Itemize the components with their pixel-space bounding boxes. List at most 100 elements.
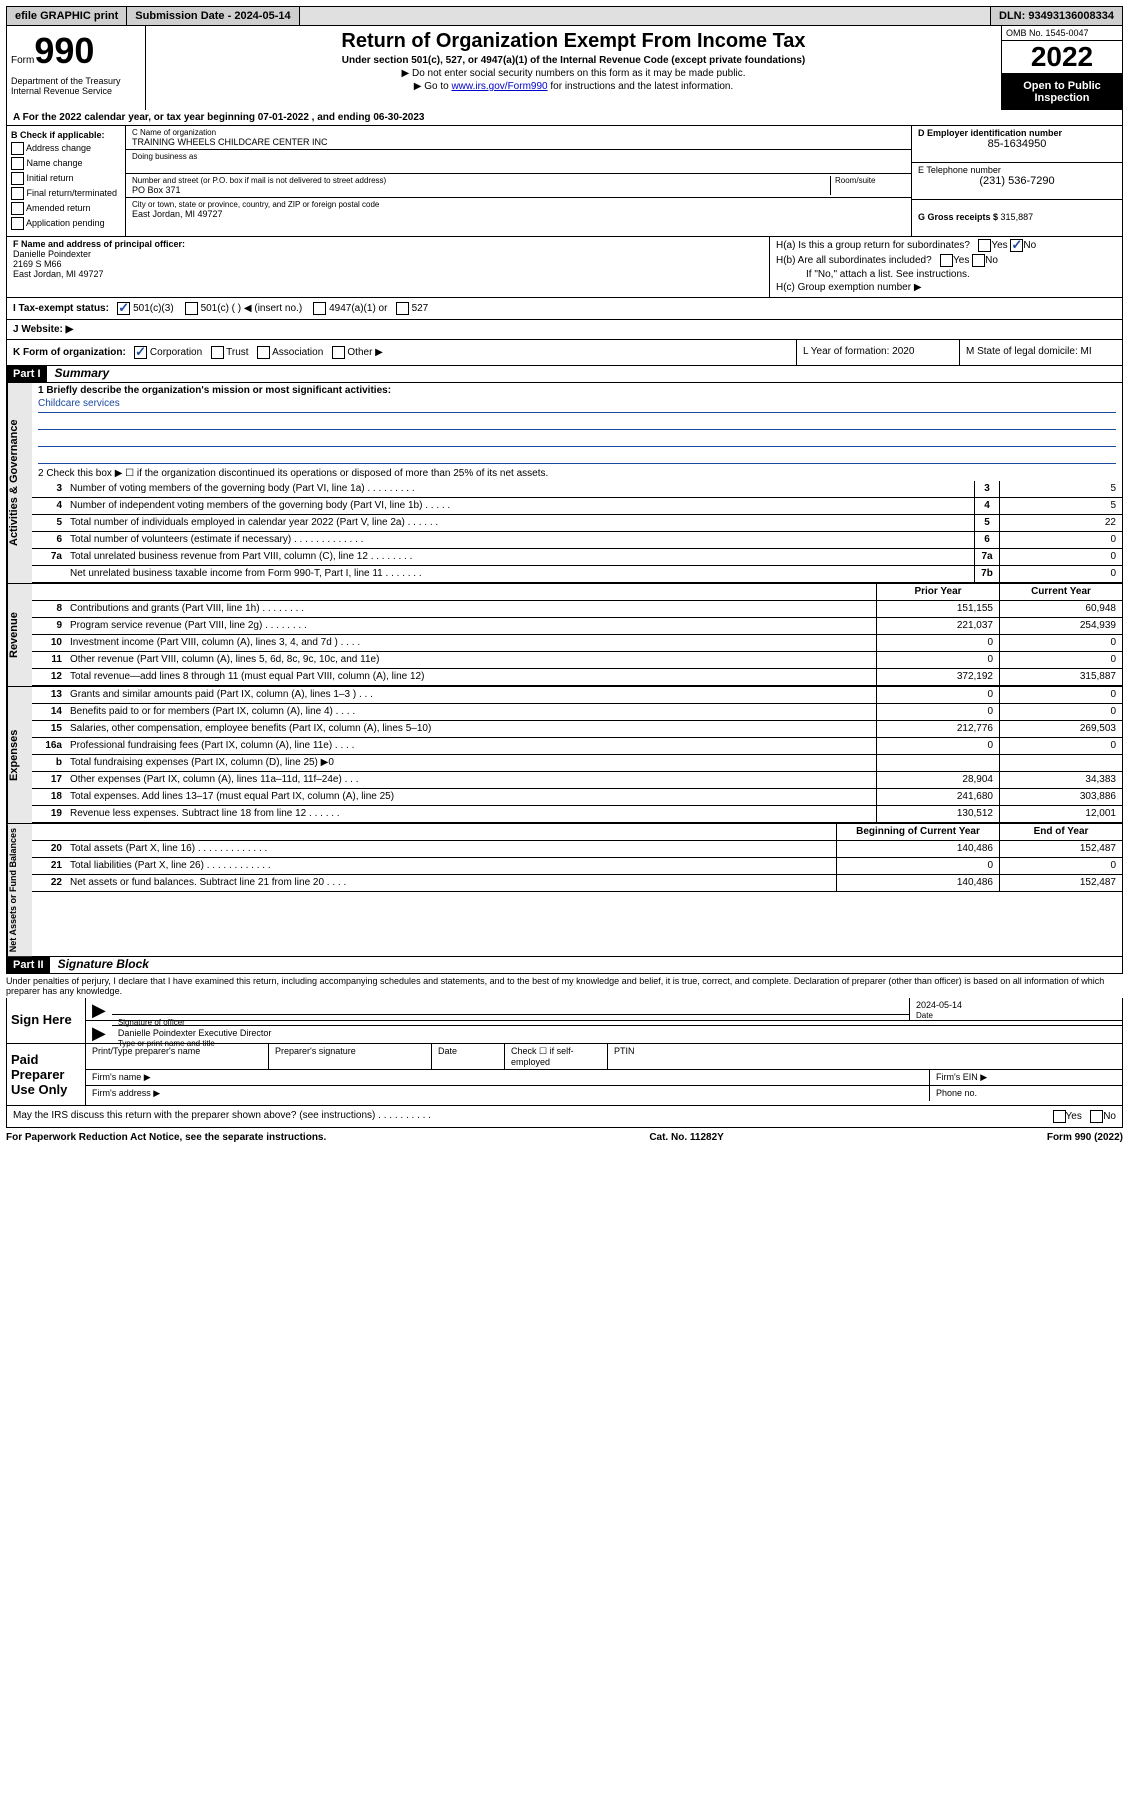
chk-501c[interactable]: 501(c) ( ) ◀ (insert no.) <box>201 303 303 314</box>
prep-date: Date <box>432 1044 505 1069</box>
tab-revenue: Revenue <box>7 584 32 686</box>
page-footer: For Paperwork Reduction Act Notice, see … <box>6 1128 1123 1143</box>
h-c: H(c) Group exemption number ▶ <box>776 282 1116 293</box>
subtitle-2: ▶ Do not enter social security numbers o… <box>154 68 993 79</box>
chk-app-pending[interactable]: Application pending <box>11 217 121 230</box>
table-row: 13Grants and similar amounts paid (Part … <box>32 687 1122 704</box>
chk-name-change[interactable]: Name change <box>11 157 121 170</box>
footer-right: Form 990 (2022) <box>1047 1132 1123 1143</box>
row-i: I Tax-exempt status: 501(c)(3) 501(c) ( … <box>6 298 1123 320</box>
arrow-icon: ▶ <box>86 998 112 1020</box>
discuss-row: May the IRS discuss this return with the… <box>6 1106 1123 1128</box>
street: Number and street (or P.O. box if mail i… <box>126 174 911 198</box>
header-mid: Return of Organization Exempt From Incom… <box>146 26 1001 110</box>
table-row: 14Benefits paid to or for members (Part … <box>32 704 1122 721</box>
row-j-website: J Website: ▶ <box>6 320 1123 340</box>
row-a-tax-year: A For the 2022 calendar year, or tax yea… <box>6 110 1123 126</box>
h-b-note: If "No," attach a list. See instructions… <box>776 269 1116 280</box>
top-bar: efile GRAPHIC print Submission Date - 20… <box>6 6 1123 26</box>
box-f: F Name and address of principal officer:… <box>7 237 769 297</box>
chk-527[interactable]: 527 <box>412 303 429 314</box>
omb-number: OMB No. 1545-0047 <box>1002 26 1122 41</box>
form-number: 990 <box>34 30 94 71</box>
form-header: Form990 Department of the Treasury Inter… <box>6 26 1123 110</box>
table-row: 3Number of voting members of the governi… <box>32 481 1122 498</box>
table-row: 5Total number of individuals employed in… <box>32 515 1122 532</box>
rev-header: Prior Year Current Year <box>32 584 1122 601</box>
efile-label[interactable]: efile GRAPHIC print <box>7 7 127 25</box>
table-row: 10Investment income (Part VIII, column (… <box>32 635 1122 652</box>
open-inspection: Open to Public Inspection <box>1002 74 1122 110</box>
chk-final-return[interactable]: Final return/terminated <box>11 187 121 200</box>
prep-sig: Preparer's signature <box>269 1044 432 1069</box>
table-row: 19Revenue less expenses. Subtract line 1… <box>32 806 1122 823</box>
table-row: 18Total expenses. Add lines 13–17 (must … <box>32 789 1122 806</box>
chk-501c3[interactable]: 501(c)(3) <box>133 303 174 314</box>
box-h: H(a) Is this a group return for subordin… <box>769 237 1122 297</box>
section-revenue: Revenue Prior Year Current Year 8Contrib… <box>6 584 1123 687</box>
table-row: 12Total revenue—add lines 8 through 11 (… <box>32 669 1122 686</box>
topbar-spacer <box>300 7 991 25</box>
firm-phone: Phone no. <box>929 1086 1122 1101</box>
dept-label: Department of the Treasury Internal Reve… <box>11 76 141 96</box>
block-fh: F Name and address of principal officer:… <box>6 237 1123 298</box>
chk-amended[interactable]: Amended return <box>11 202 121 215</box>
tax-year: 2022 <box>1002 41 1122 74</box>
table-row: 11Other revenue (Part VIII, column (A), … <box>32 652 1122 669</box>
submission-date: Submission Date - 2024-05-14 <box>127 7 299 25</box>
table-row: 22Net assets or fund balances. Subtract … <box>32 875 1122 892</box>
table-row: 9Program service revenue (Part VIII, lin… <box>32 618 1122 635</box>
sign-here-label: Sign Here <box>7 998 86 1043</box>
irs-link[interactable]: www.irs.gov/Form990 <box>451 81 547 92</box>
box-b-header: B Check if applicable: <box>11 130 121 140</box>
dba: Doing business as <box>126 150 911 174</box>
section-netassets: Net Assets or Fund Balances Beginning of… <box>6 824 1123 957</box>
box-b: B Check if applicable: Address change Na… <box>7 126 126 236</box>
box-m: M State of legal domicile: MI <box>960 340 1122 365</box>
prep-ptin: PTIN <box>608 1044 1122 1069</box>
gross-receipts: G Gross receipts $ 315,887 <box>912 200 1122 236</box>
table-row: bTotal fundraising expenses (Part IX, co… <box>32 755 1122 772</box>
telephone: E Telephone number (231) 536-7290 <box>912 163 1122 200</box>
org-name: C Name of organization TRAINING WHEELS C… <box>126 126 911 150</box>
table-row: 8Contributions and grants (Part VIII, li… <box>32 601 1122 618</box>
header-left: Form990 Department of the Treasury Inter… <box>7 26 146 110</box>
subtitle-3: ▶ Go to www.irs.gov/Form990 for instruct… <box>154 81 993 92</box>
mission: 1 Briefly describe the organization's mi… <box>32 383 1122 466</box>
table-row: 21Total liabilities (Part X, line 26) . … <box>32 858 1122 875</box>
section-governance: Activities & Governance 1 Briefly descri… <box>6 383 1123 584</box>
box-l: L Year of formation: 2020 <box>797 340 960 365</box>
firm-address: Firm's address ▶ <box>86 1086 929 1101</box>
box-k: K Form of organization: Corporation Trus… <box>7 340 797 365</box>
paid-preparer-label: Paid Preparer Use Only <box>7 1044 86 1105</box>
sig-officer[interactable]: Signature of officer <box>112 1014 909 1020</box>
part-ii-header: Part IISignature Block <box>6 957 1123 974</box>
subtitle-1: Under section 501(c), 527, or 4947(a)(1)… <box>154 55 993 66</box>
line-2: 2 Check this box ▶ ☐ if the organization… <box>32 466 1122 481</box>
arrow-icon: ▶ <box>86 1021 112 1043</box>
form-title: Return of Organization Exempt From Incom… <box>154 30 993 53</box>
dln: DLN: 93493136008334 <box>991 7 1122 25</box>
firm-name: Firm's name ▶ <box>86 1070 929 1085</box>
prep-selfemp[interactable]: Check ☐ if self-employed <box>505 1044 608 1069</box>
table-row: 16aProfessional fundraising fees (Part I… <box>32 738 1122 755</box>
chk-address-change[interactable]: Address change <box>11 142 121 155</box>
penalties-text: Under penalties of perjury, I declare th… <box>6 974 1123 998</box>
na-header: Beginning of Current Year End of Year <box>32 824 1122 841</box>
table-row: 6Total number of volunteers (estimate if… <box>32 532 1122 549</box>
header-right: OMB No. 1545-0047 2022 Open to Public In… <box>1001 26 1122 110</box>
firm-ein: Firm's EIN ▶ <box>929 1070 1122 1085</box>
ein: D Employer identification number 85-1634… <box>912 126 1122 163</box>
table-row: 20Total assets (Part X, line 16) . . . .… <box>32 841 1122 858</box>
table-row: 4Number of independent voting members of… <box>32 498 1122 515</box>
h-b: H(b) Are all subordinates included? Yes … <box>776 254 1116 267</box>
section-expenses: Expenses 13Grants and similar amounts pa… <box>6 687 1123 824</box>
table-row: Net unrelated business taxable income fr… <box>32 566 1122 583</box>
block-bcd: B Check if applicable: Address change Na… <box>6 126 1123 237</box>
chk-initial-return[interactable]: Initial return <box>11 172 121 185</box>
signature-block: Sign Here ▶ Signature of officer 2024-05… <box>6 998 1123 1106</box>
h-a: H(a) Is this a group return for subordin… <box>776 239 1116 252</box>
form-label: Form <box>11 55 34 66</box>
row-klm: K Form of organization: Corporation Trus… <box>6 340 1123 366</box>
chk-4947[interactable]: 4947(a)(1) or <box>329 303 387 314</box>
